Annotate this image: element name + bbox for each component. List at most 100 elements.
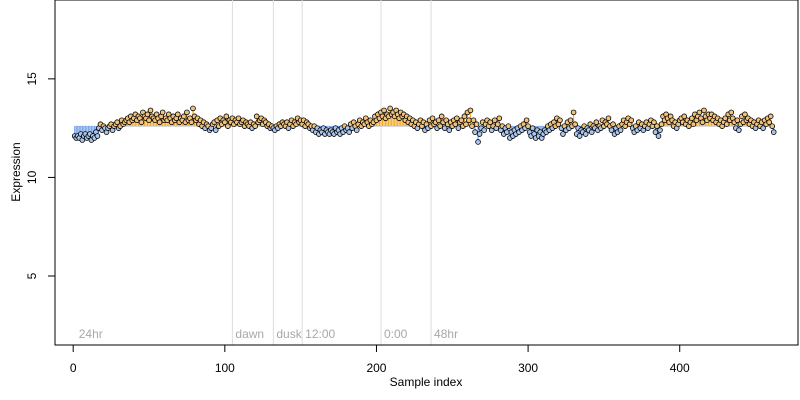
data-point — [610, 121, 616, 127]
data-point — [582, 131, 589, 137]
annotation-label: 12:00 — [305, 327, 335, 341]
annotation-label: 0:00 — [384, 327, 408, 341]
y-tick-label: 15 — [25, 72, 39, 86]
data-point — [175, 111, 181, 118]
data-point — [505, 123, 512, 129]
data-point — [734, 117, 741, 124]
data-points — [71, 105, 777, 145]
data-point — [212, 127, 219, 133]
x-axis: 0 100 200 300 400 — [70, 344, 690, 375]
data-point — [472, 129, 478, 135]
x-tick-label: 400 — [670, 361, 690, 375]
data-point — [608, 127, 615, 133]
data-point — [454, 115, 460, 122]
data-point — [588, 129, 595, 135]
data-point — [658, 121, 665, 127]
data-point — [435, 117, 442, 124]
data-point — [525, 123, 531, 129]
annotation-label: dusk — [276, 327, 302, 341]
data-point — [144, 111, 151, 118]
data-point — [722, 115, 729, 122]
data-point — [146, 117, 152, 124]
data-point — [437, 123, 443, 129]
annotation-lines — [231, 0, 432, 345]
data-point — [455, 125, 462, 131]
data-point — [235, 115, 242, 122]
data-point — [446, 127, 453, 133]
data-point — [767, 113, 774, 120]
data-point — [184, 109, 190, 116]
data-point — [188, 119, 195, 126]
data-point — [476, 131, 483, 137]
data-point — [628, 117, 635, 124]
data-point — [567, 117, 574, 124]
annotation-label: 48hr — [434, 327, 458, 341]
data-point — [470, 117, 477, 124]
data-point — [681, 113, 688, 120]
data-point — [94, 133, 101, 139]
data-point — [138, 119, 145, 126]
data-point — [491, 117, 498, 124]
data-point — [657, 127, 663, 133]
data-point — [473, 121, 480, 127]
data-point — [728, 109, 735, 116]
y-tick-label: 10 — [25, 170, 39, 184]
data-point — [181, 113, 187, 120]
data-point — [769, 123, 776, 129]
x-tick-label: 0 — [70, 361, 77, 375]
data-point — [114, 119, 120, 126]
data-point — [353, 127, 360, 133]
data-point — [736, 127, 742, 133]
x-tick-label: 100 — [215, 361, 235, 375]
annotation-label: 24hr — [79, 327, 103, 341]
data-point — [190, 105, 196, 112]
data-point — [523, 117, 530, 124]
data-point — [655, 133, 662, 139]
data-point — [225, 123, 231, 129]
data-point — [696, 109, 703, 116]
data-point — [689, 115, 695, 122]
data-point — [441, 125, 448, 131]
data-point — [760, 125, 766, 131]
data-point — [617, 127, 624, 133]
data-point — [147, 107, 154, 114]
x-tick-label: 300 — [518, 361, 538, 375]
data-point — [481, 127, 487, 133]
data-point — [467, 107, 474, 114]
data-point — [576, 133, 583, 139]
y-axis-title: Expression — [9, 142, 23, 201]
data-point — [570, 109, 577, 116]
data-point — [770, 129, 777, 135]
data-point — [487, 119, 493, 126]
data-point — [381, 107, 387, 114]
data-point — [690, 121, 697, 127]
data-point — [463, 121, 469, 127]
data-point — [159, 109, 166, 116]
data-point — [156, 119, 163, 126]
data-point — [652, 129, 659, 135]
data-point — [387, 105, 393, 112]
data-point — [723, 121, 730, 127]
data-point — [452, 121, 459, 127]
data-point — [252, 123, 258, 129]
data-point — [742, 111, 748, 118]
data-point — [222, 119, 228, 126]
data-point — [699, 119, 706, 126]
data-point — [494, 121, 501, 127]
data-point — [496, 115, 503, 122]
data-point — [461, 113, 468, 120]
data-point — [605, 115, 612, 122]
data-point — [438, 113, 445, 120]
data-point — [654, 123, 660, 129]
y-tick-label: 5 — [25, 272, 39, 279]
x-axis-title: Sample index — [390, 375, 463, 389]
annotation-label: dawn — [235, 327, 264, 341]
data-point — [504, 129, 510, 135]
data-point — [429, 115, 436, 122]
y-axis: 5 10 15 — [25, 72, 56, 279]
annotation-labels: 24hr dawn dusk 12:00 0:00 48hr — [79, 327, 458, 341]
data-point — [557, 117, 563, 124]
data-point — [572, 121, 578, 127]
data-point — [593, 119, 600, 126]
